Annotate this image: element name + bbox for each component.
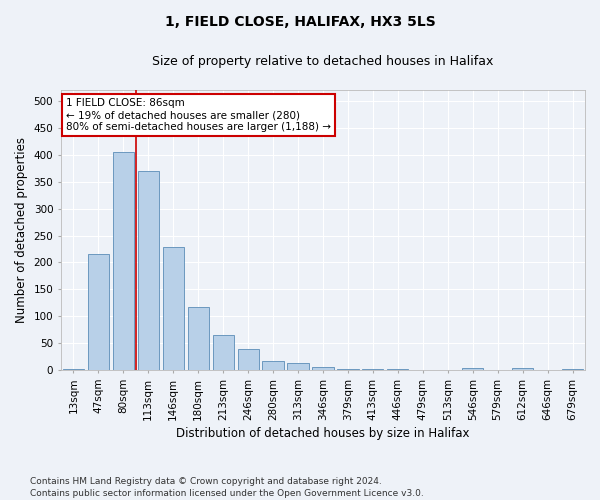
Bar xyxy=(163,248,184,370)
Title: Size of property relative to detached houses in Halifax: Size of property relative to detached ho… xyxy=(152,55,494,68)
Bar xyxy=(88,254,109,370)
Text: 1, FIELD CLOSE, HALIFAX, HX3 5LS: 1, FIELD CLOSE, HALIFAX, HX3 5LS xyxy=(164,15,436,29)
Bar xyxy=(188,306,209,370)
Bar xyxy=(238,348,259,370)
Text: 1 FIELD CLOSE: 86sqm
← 19% of detached houses are smaller (280)
80% of semi-deta: 1 FIELD CLOSE: 86sqm ← 19% of detached h… xyxy=(66,98,331,132)
Bar xyxy=(287,364,308,370)
Bar xyxy=(337,369,359,370)
Bar xyxy=(313,367,334,370)
Bar xyxy=(362,369,383,370)
Bar xyxy=(137,171,159,370)
Bar xyxy=(262,360,284,370)
Bar xyxy=(462,368,484,370)
Bar xyxy=(512,368,533,370)
Bar xyxy=(63,368,84,370)
Text: Contains HM Land Registry data © Crown copyright and database right 2024.
Contai: Contains HM Land Registry data © Crown c… xyxy=(30,476,424,498)
Bar xyxy=(212,336,234,370)
Bar xyxy=(113,152,134,370)
Y-axis label: Number of detached properties: Number of detached properties xyxy=(15,137,28,323)
X-axis label: Distribution of detached houses by size in Halifax: Distribution of detached houses by size … xyxy=(176,427,470,440)
Bar xyxy=(562,369,583,370)
Bar xyxy=(387,369,409,370)
